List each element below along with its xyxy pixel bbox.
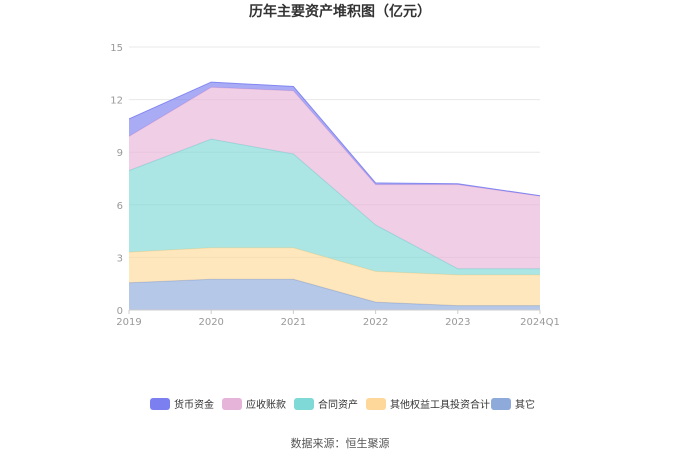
area-2	[129, 139, 540, 275]
legend-label: 货币资金	[174, 398, 214, 411]
legend-label: 应收账款	[246, 398, 286, 411]
x-tick-label: 2020	[198, 317, 223, 328]
x-tick-label: 2021	[281, 317, 306, 328]
x-axis: 2019 2020 2021 2022 2023 2024Q1	[116, 309, 560, 328]
area-0	[129, 279, 540, 310]
x-tick-label: 2019	[116, 317, 141, 328]
y-tick-label: 0	[117, 306, 123, 317]
y-axis: 0 3 6 9 12 15	[110, 43, 123, 317]
legend-swatch	[294, 398, 314, 410]
chart-title: 历年主要资产堆积图（亿元）	[249, 3, 431, 20]
area-3	[129, 87, 540, 269]
area-series	[128, 81, 541, 310]
legend-label: 其它	[515, 398, 535, 411]
area-1	[129, 247, 540, 306]
y-tick-label: 9	[117, 148, 123, 159]
legend-swatch	[150, 398, 170, 410]
legend-label: 合同资产	[318, 398, 358, 411]
y-tick-label: 12	[110, 96, 123, 107]
legend-label: 其他权益工具投资合计	[390, 398, 490, 411]
y-tick-label: 15	[110, 43, 123, 54]
legend-swatch	[222, 398, 242, 410]
y-tick-label: 6	[117, 201, 123, 212]
area-line-4	[128, 81, 541, 197]
x-tick-label: 2024Q1	[520, 317, 560, 328]
y-tick-label: 3	[117, 253, 123, 264]
legend: 货币资金 应收账款 合同资产 其他权益工具投资合计 其它	[150, 398, 535, 411]
legend-swatch	[366, 398, 386, 410]
x-tick-label: 2022	[363, 317, 388, 328]
x-tick-label: 2023	[445, 317, 470, 328]
legend-swatch	[491, 398, 511, 410]
data-source: 数据来源：恒生聚源	[291, 436, 390, 450]
